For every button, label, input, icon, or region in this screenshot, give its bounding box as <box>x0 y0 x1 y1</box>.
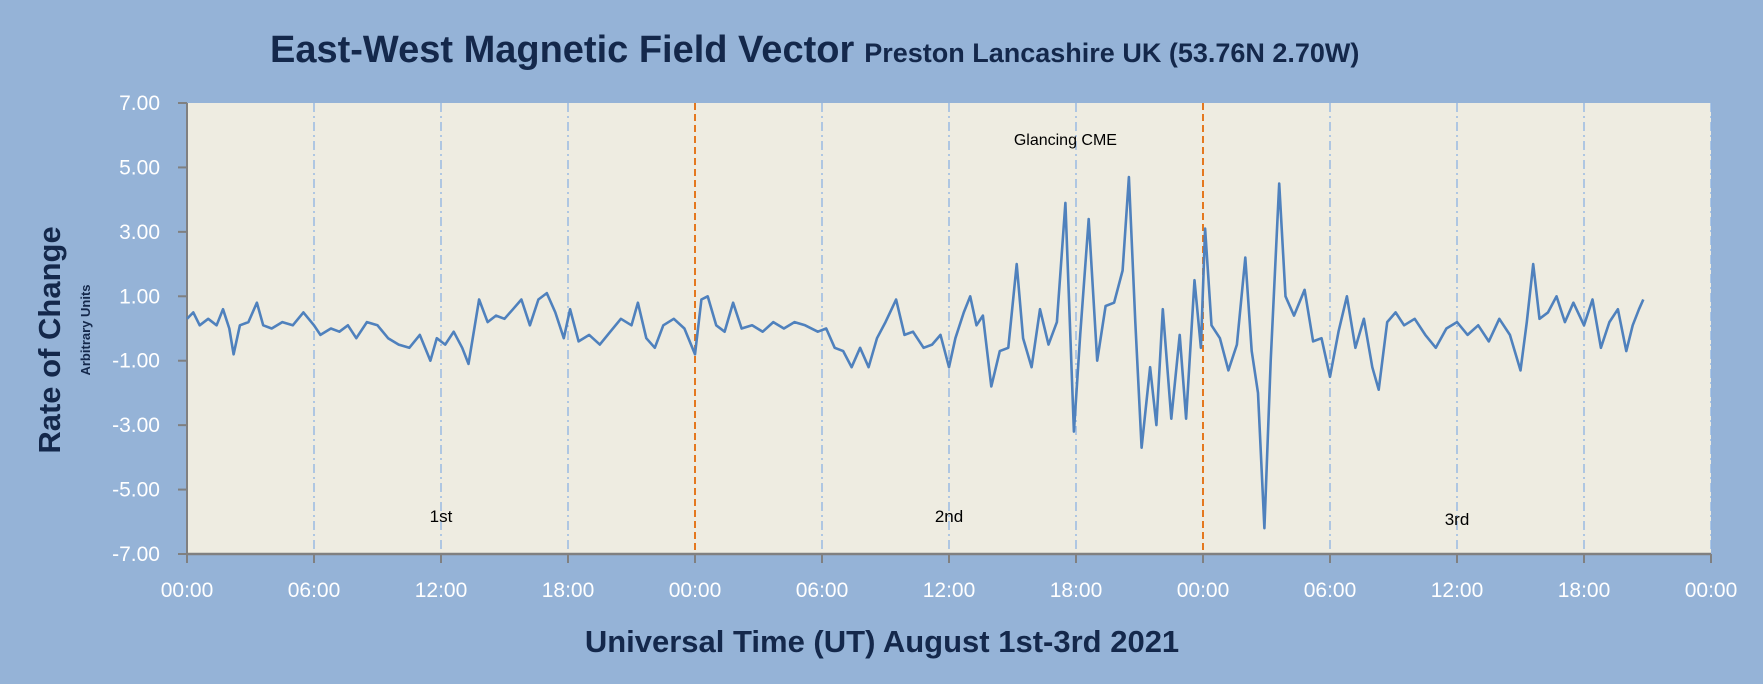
x-tick-label: 06:00 <box>796 579 849 602</box>
x-tick-label: 12:00 <box>415 579 468 602</box>
series-line <box>186 175 1645 530</box>
x-tick-label: 18:00 <box>1050 579 1103 602</box>
x-tick-label: 00:00 <box>161 579 214 602</box>
y-tick-label: -5.00 <box>112 479 160 502</box>
y-tick-label: -3.00 <box>112 414 160 437</box>
x-tick-label: 00:00 <box>669 579 722 602</box>
y-tick-label: 7.00 <box>119 92 160 115</box>
y-tick-label: -1.00 <box>112 350 160 373</box>
annotation-label: 1st <box>430 507 453 526</box>
chart-title: East-West Magnetic Field Vector Preston L… <box>270 29 1359 71</box>
x-tick-label: 12:00 <box>923 579 976 602</box>
y-axis-title: Rate of Change <box>32 226 67 453</box>
annotation-label: 3rd <box>1445 510 1470 529</box>
annotations: Glancing CME 1st 2nd 3rd <box>430 132 1470 529</box>
x-tick-label: 18:00 <box>542 579 595 602</box>
y-tick-label: 5.00 <box>119 156 160 179</box>
x-tick-label: 06:00 <box>288 579 341 602</box>
y-tick-label: 3.00 <box>119 221 160 244</box>
x-tick-label: 12:00 <box>1431 579 1484 602</box>
y-tick-label: 1.00 <box>119 285 160 308</box>
y-tick-labels: 7.00 5.00 3.00 1.00 -1.00 -3.00 -5.00 -7.00 <box>112 92 160 566</box>
annotation-label: 2nd <box>935 507 963 526</box>
x-tick-label: 00:00 <box>1177 579 1230 602</box>
title-subtitle: Preston Lancashire UK (53.76N 2.70W) <box>864 38 1359 68</box>
x-axis-title: Universal Time (UT) August 1st-3rd 2021 <box>585 624 1179 659</box>
y-axis-subtitle: Arbitrary Units <box>78 284 93 375</box>
y-tick-label: -7.00 <box>112 543 160 566</box>
x-tick-labels: 00:00 06:00 12:00 18:00 00:00 06:00 12:00 18:00… <box>161 579 1738 602</box>
x-tick-label: 06:00 <box>1304 579 1357 602</box>
gridlines <box>313 103 1712 554</box>
x-tick-label: 18:00 <box>1558 579 1611 602</box>
x-tick-label: 00:00 <box>1685 579 1738 602</box>
title-main: East-West Magnetic Field Vector <box>270 29 854 71</box>
axes <box>178 102 1712 563</box>
annotation-label: Glancing CME <box>1014 132 1117 149</box>
